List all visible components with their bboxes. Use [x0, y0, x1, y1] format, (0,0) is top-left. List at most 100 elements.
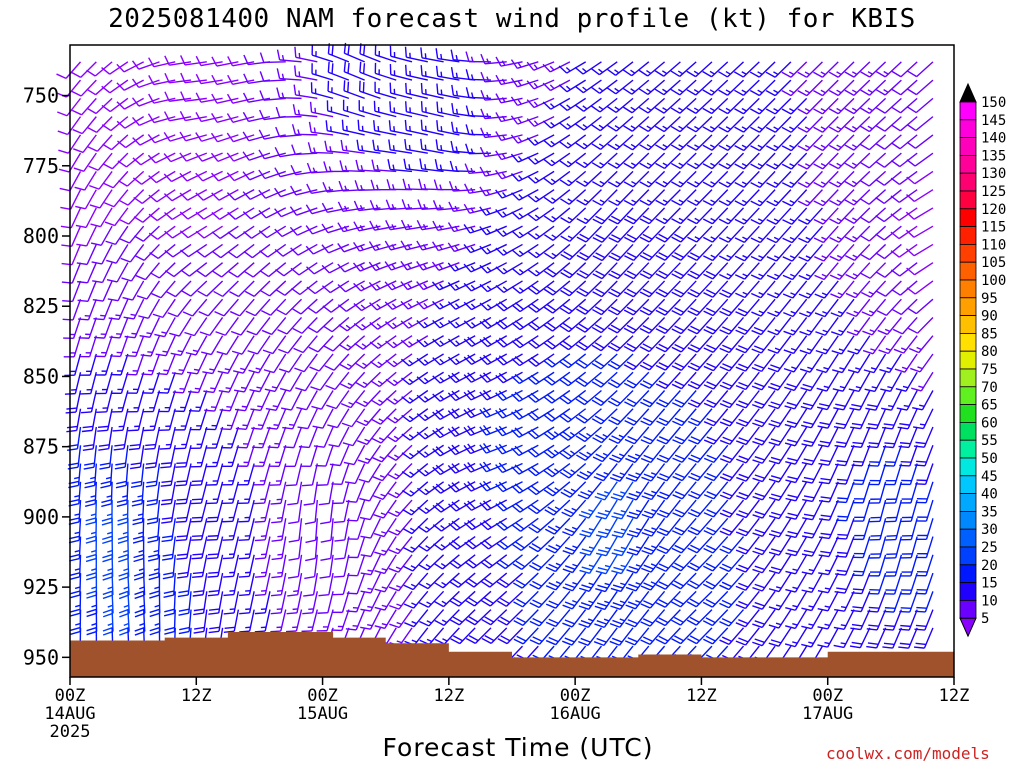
barb-half-feather — [662, 88, 668, 93]
wind-barb — [63, 335, 82, 358]
wind-barb — [495, 74, 523, 86]
barb-half-feather — [424, 432, 429, 438]
barb-half-feather — [567, 198, 573, 203]
wind-barb — [143, 408, 161, 432]
wind-barb — [479, 407, 508, 419]
barb-feather — [562, 376, 572, 384]
wind-barb — [671, 627, 697, 645]
wind-barb — [340, 139, 365, 154]
wind-barb — [496, 572, 523, 589]
barb-feather — [559, 379, 569, 387]
wind-barb — [180, 55, 207, 66]
barb-feather — [526, 118, 535, 127]
wind-barb — [357, 444, 382, 464]
barb-staff — [250, 207, 271, 220]
wind-barb — [607, 116, 634, 132]
barb-half-feather — [256, 386, 262, 389]
barb-feather — [118, 557, 129, 563]
wind-barb — [495, 243, 523, 256]
barb-feather — [245, 310, 256, 317]
barb-feather — [400, 240, 408, 251]
wind-barb — [497, 627, 524, 645]
barb-half-feather — [329, 126, 332, 132]
barb-half-feather — [313, 127, 316, 133]
barb-feather — [282, 426, 293, 430]
barb-feather — [643, 510, 655, 516]
wind-barb — [369, 298, 397, 311]
wind-barb — [179, 207, 208, 220]
barb-feather — [672, 494, 683, 500]
wind-barb — [118, 189, 145, 206]
wind-barb — [190, 445, 208, 468]
wind-barb — [447, 444, 476, 456]
barb-feather — [322, 325, 333, 333]
barb-half-feather — [572, 599, 578, 604]
barb-half-feather — [470, 74, 474, 80]
barb-staff — [101, 262, 113, 283]
barb-half-feather — [107, 531, 113, 535]
barb-half-feather — [535, 233, 541, 238]
barb-half-feather — [361, 145, 364, 151]
wind-barb — [420, 65, 444, 81]
wind-barb — [308, 121, 334, 136]
wind-barb — [388, 554, 413, 573]
barb-feather — [639, 125, 649, 133]
wind-barb — [148, 170, 176, 184]
wind-barb — [261, 317, 287, 336]
barb-feather — [134, 608, 145, 614]
wind-barb — [270, 591, 287, 615]
barb-feather — [162, 535, 173, 539]
barb-half-feather — [75, 604, 81, 608]
barb-feather — [416, 394, 426, 403]
wind-barb — [577, 481, 602, 500]
barb-half-feather — [614, 125, 620, 130]
barb-staff — [312, 572, 318, 595]
barb-feather — [163, 590, 175, 595]
barb-staff — [102, 280, 113, 302]
wind-barb — [559, 316, 587, 333]
barb-feather — [626, 233, 637, 240]
barb-feather — [239, 612, 250, 615]
barb-feather — [141, 373, 152, 376]
wind-barb — [148, 75, 176, 86]
barb-feather — [160, 502, 172, 506]
barb-feather — [389, 101, 392, 112]
barb-staff — [248, 134, 271, 142]
barb-feather — [447, 319, 457, 329]
wind-barb — [159, 408, 176, 431]
barb-feather — [577, 494, 588, 500]
barb-feather — [483, 318, 492, 327]
barb-feather — [464, 580, 475, 588]
wind-barb — [116, 97, 145, 110]
barb-feather — [254, 612, 266, 615]
wind-barb — [623, 152, 650, 169]
wind-barb — [639, 225, 666, 243]
wind-barb — [281, 390, 303, 411]
wind-barb — [609, 444, 634, 463]
barb-half-feather — [123, 568, 129, 572]
barb-feather — [564, 601, 576, 607]
wind-barb — [89, 170, 113, 190]
wind-barb — [178, 591, 192, 616]
wind-barb — [432, 462, 460, 476]
wind-barb — [307, 316, 334, 334]
barb-feather — [346, 500, 357, 503]
barb-feather — [431, 261, 440, 271]
wind-barb — [288, 499, 303, 525]
wind-barb — [386, 444, 413, 461]
barb-feather — [136, 295, 148, 300]
barb-feather — [163, 132, 171, 142]
barb-feather — [544, 509, 555, 516]
barb-feather — [271, 539, 283, 542]
barb-staff — [97, 152, 113, 171]
barb-half-feather — [272, 405, 278, 408]
wind-barb — [447, 371, 476, 384]
wind-barb — [576, 225, 602, 243]
wind-barb — [258, 169, 286, 180]
barb-feather — [86, 594, 97, 599]
barb-feather — [513, 601, 524, 608]
wind-barb — [527, 389, 555, 403]
barb-staff — [71, 225, 82, 247]
barb-feather — [134, 590, 145, 596]
barb-feather — [468, 597, 478, 604]
